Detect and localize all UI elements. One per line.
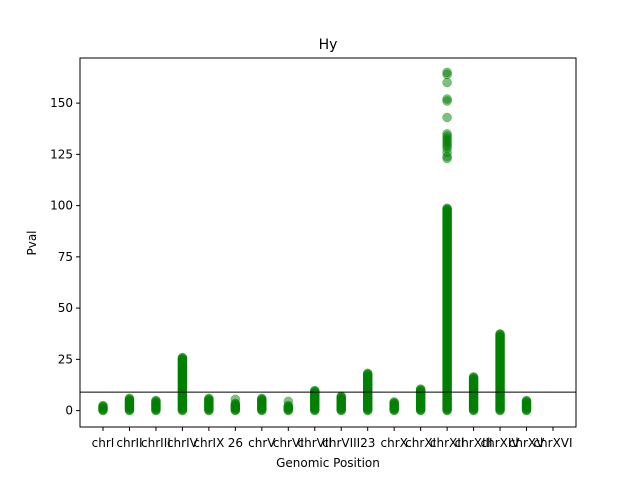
data-point xyxy=(124,393,135,404)
x-tick-label: 26 xyxy=(228,436,243,450)
data-point xyxy=(442,94,452,104)
x-tick-label: chrXII xyxy=(430,436,464,450)
x-tick-label: chrI xyxy=(92,436,115,450)
x-tick-label: chrXIV xyxy=(481,436,521,450)
data-point xyxy=(336,391,346,401)
data-point xyxy=(442,112,452,123)
x-tick-label: chrVI xyxy=(273,436,304,450)
x-tick-label: chrXV xyxy=(509,436,545,450)
x-tick-label: chrXVI xyxy=(533,436,572,450)
data-point xyxy=(442,203,452,214)
data-point xyxy=(442,129,452,139)
chart-title: Hy xyxy=(319,37,338,53)
x-axis-label: Genomic Position xyxy=(276,456,380,470)
x-tick-label: chrVII xyxy=(298,436,332,450)
x-tick-label: chrII xyxy=(116,436,142,450)
x-tick-label: chrIX xyxy=(193,436,224,450)
y-tick-label: 125 xyxy=(50,147,73,161)
data-point xyxy=(257,393,267,404)
data-point xyxy=(98,400,108,411)
y-tick-label: 100 xyxy=(50,199,73,213)
y-tick-label: 50 xyxy=(58,301,73,315)
x-tick-label: chrV xyxy=(248,436,276,450)
data-point xyxy=(310,385,320,396)
data-point xyxy=(362,368,373,379)
plot-frame xyxy=(79,57,577,428)
data-point xyxy=(283,396,294,407)
data-point xyxy=(521,395,532,406)
x-tick-label: chrXI xyxy=(405,436,436,450)
x-tick-label: chrIII xyxy=(141,436,171,450)
data-point xyxy=(204,393,214,404)
data-point xyxy=(151,395,161,406)
data-point xyxy=(468,372,479,382)
x-tick-label: chrX xyxy=(380,436,407,450)
y-axis-label: Pval xyxy=(25,230,39,255)
x-tick-label: chrIV xyxy=(167,436,199,450)
y-tick-label: 0 xyxy=(65,404,73,418)
y-tick-label: 150 xyxy=(50,96,73,110)
y-tick-label: 75 xyxy=(58,250,73,264)
data-point xyxy=(389,397,399,407)
y-tick-label: 25 xyxy=(58,352,73,366)
data-point xyxy=(442,67,452,78)
data-point xyxy=(442,77,452,88)
data-point xyxy=(177,352,188,363)
data-point xyxy=(230,394,241,405)
data-point xyxy=(415,384,426,394)
x-tick-label: 23 xyxy=(360,436,375,450)
x-tick-label: chrVIII xyxy=(322,436,360,450)
data-point xyxy=(495,329,505,339)
x-tick-label: chrXIII xyxy=(455,436,493,450)
